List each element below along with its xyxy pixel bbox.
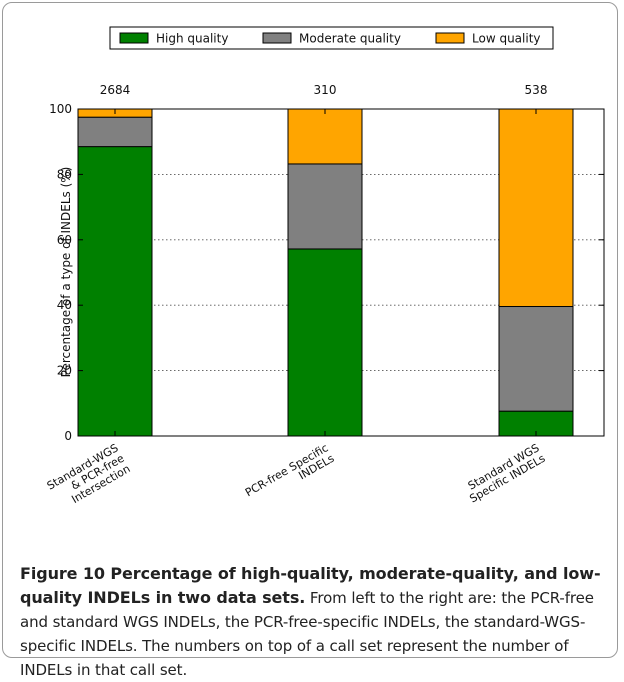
legend-swatch [262,32,292,44]
legend-label: Moderate quality [299,32,401,46]
count-label: 2684 [100,83,131,97]
bar-segment-high-quality [77,146,153,437]
legend: High quality Moderate quality Low quality [109,26,554,50]
caption-title: Figure 10 Percentage of high-quality, mo… [20,564,601,607]
y-tick-label: 20 [57,364,72,378]
plot-frame [77,108,605,437]
bar-segment-moderate-quality [287,163,363,250]
legend-swatch [119,32,149,44]
y-axis-label: Percentage of a type of INDELs (%) [59,167,73,378]
y-tick-label: 40 [57,298,72,312]
legend-label: Low quality [472,32,541,46]
bar-segment-low-quality [287,108,363,165]
y-tick-label: 0 [64,429,72,443]
bar-segment-high-quality [287,248,363,437]
count-label: 538 [525,83,548,97]
bar-segment-moderate-quality [77,116,153,148]
count-label: 310 [314,83,337,97]
y-tick-label: 60 [57,233,72,247]
y-tick-label: 80 [57,167,72,181]
stacked-bar-chart: High quality Moderate quality Low quality … [45,26,605,506]
figure-caption: Figure 10 Percentage of high-quality, mo… [20,562,612,682]
bar-segment-low-quality [498,108,574,308]
count-labels: 2684 310 538 [100,83,548,97]
legend-label: High quality [156,32,228,46]
y-axis: 0 20 40 60 80 100 [49,102,604,443]
bar-segment-moderate-quality [498,306,574,412]
plot-area [77,108,605,437]
y-tick-label: 100 [49,102,72,116]
legend-swatch [435,32,465,44]
